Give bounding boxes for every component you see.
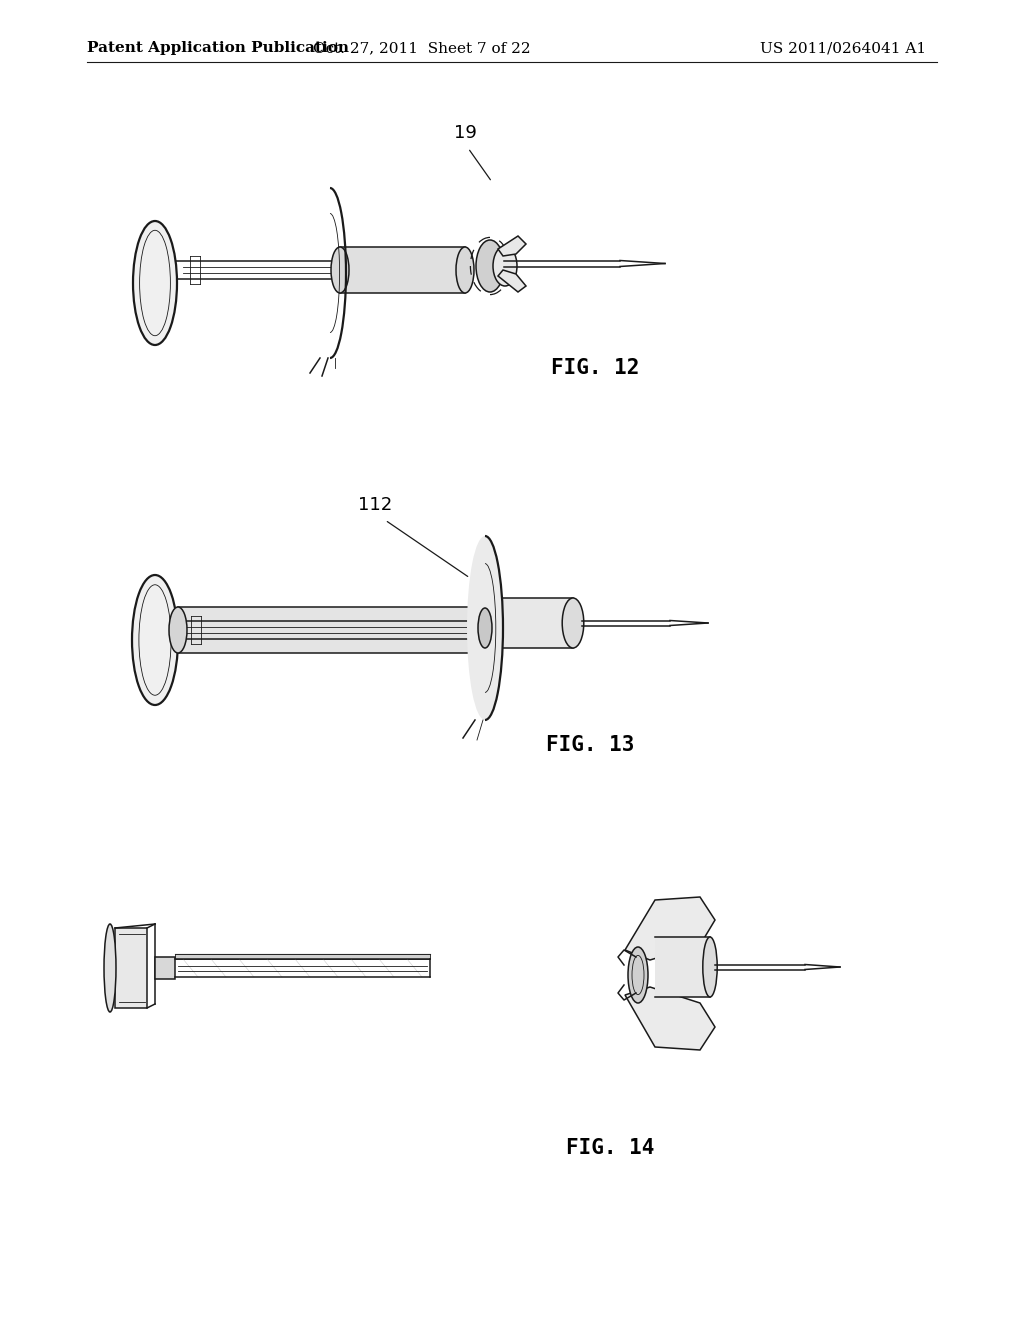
Text: FIG. 12: FIG. 12 — [551, 358, 639, 378]
Ellipse shape — [104, 924, 116, 1012]
Text: 19: 19 — [454, 124, 476, 143]
Polygon shape — [498, 271, 526, 292]
Ellipse shape — [169, 607, 187, 653]
Ellipse shape — [478, 609, 492, 648]
Text: FIG. 13: FIG. 13 — [546, 735, 634, 755]
Text: US 2011/0264041 A1: US 2011/0264041 A1 — [760, 41, 926, 55]
Polygon shape — [498, 236, 526, 256]
Polygon shape — [503, 598, 573, 648]
Ellipse shape — [476, 240, 504, 292]
Polygon shape — [178, 607, 480, 653]
Ellipse shape — [562, 598, 584, 648]
Polygon shape — [340, 247, 465, 293]
Ellipse shape — [331, 247, 349, 293]
Polygon shape — [655, 937, 710, 997]
Text: Oct. 27, 2011  Sheet 7 of 22: Oct. 27, 2011 Sheet 7 of 22 — [313, 41, 530, 55]
Text: Patent Application Publication: Patent Application Publication — [87, 41, 349, 55]
Ellipse shape — [456, 247, 474, 293]
Polygon shape — [155, 957, 175, 979]
Polygon shape — [625, 987, 715, 1049]
Ellipse shape — [133, 220, 177, 345]
Polygon shape — [625, 898, 715, 960]
Ellipse shape — [493, 246, 517, 286]
Ellipse shape — [628, 946, 648, 1003]
Text: FIG. 14: FIG. 14 — [566, 1138, 654, 1158]
Ellipse shape — [132, 576, 178, 705]
Ellipse shape — [702, 937, 717, 997]
Text: 112: 112 — [357, 496, 392, 513]
Polygon shape — [115, 928, 147, 1008]
Polygon shape — [175, 954, 430, 960]
Ellipse shape — [467, 536, 503, 719]
